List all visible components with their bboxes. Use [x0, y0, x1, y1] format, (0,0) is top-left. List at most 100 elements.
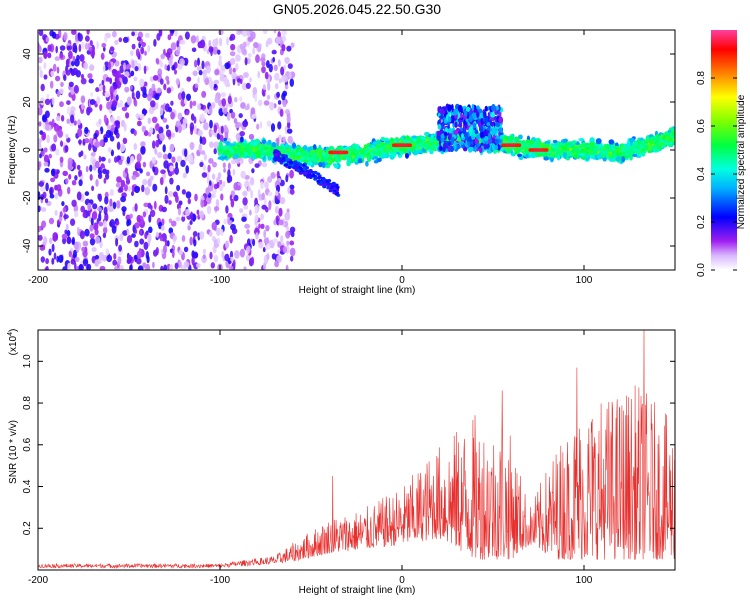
noise-blob — [141, 184, 145, 193]
bump-blob — [470, 146, 474, 151]
noise-blob — [233, 118, 238, 124]
noise-blob — [229, 57, 236, 65]
noise-blob — [51, 257, 55, 265]
noise-blob — [280, 76, 285, 83]
ridge-blob — [583, 144, 587, 149]
noise-blob — [135, 113, 140, 119]
noise-blob — [266, 120, 272, 127]
noise-blob — [262, 91, 266, 97]
noise-blob — [126, 96, 132, 106]
noise-blob — [287, 135, 293, 144]
branch-blob — [320, 176, 325, 181]
noise-blob — [38, 225, 42, 233]
noise-blob — [169, 143, 175, 153]
bump-blob — [490, 121, 495, 127]
noise-blob — [159, 236, 164, 242]
ridge-core-blob — [233, 147, 239, 152]
noise-blob — [286, 128, 293, 134]
noise-blob — [39, 153, 42, 159]
ridge-blob — [265, 141, 269, 145]
noise-blob — [192, 70, 198, 77]
noise-blob — [159, 177, 164, 186]
noise-blob — [68, 173, 72, 180]
noise-blob — [170, 100, 174, 106]
noise-blob — [159, 78, 164, 85]
noise-blob — [216, 176, 220, 183]
ridge-core-blob — [359, 153, 364, 157]
noise-blob — [232, 67, 236, 73]
noise-blob — [165, 124, 169, 130]
branch-blob — [313, 170, 318, 175]
ridge-blob — [609, 157, 614, 162]
noise-blob — [139, 113, 145, 120]
noise-blob — [227, 95, 232, 105]
noise-blob — [107, 62, 112, 70]
noise-blob — [215, 199, 220, 208]
noise-blob — [113, 253, 117, 260]
noise-blob — [142, 211, 147, 218]
bump-blob — [495, 122, 501, 128]
noise-blob — [198, 70, 203, 76]
ridge-blob — [351, 143, 358, 150]
bump-blob — [463, 110, 468, 117]
noise-blob — [203, 122, 209, 131]
ridge-blob — [608, 139, 615, 145]
noise-blob — [214, 69, 220, 76]
noise-blob — [231, 190, 236, 198]
branch-blob — [334, 192, 339, 196]
noise-blob — [228, 67, 233, 75]
noise-blob — [191, 256, 195, 266]
noise-blob — [110, 124, 115, 133]
ridge-blob — [615, 142, 619, 146]
noise-blob — [212, 187, 217, 195]
noise-blob — [116, 141, 121, 150]
noise-blob — [56, 91, 61, 97]
noise-blob — [191, 47, 197, 53]
noise-blob — [90, 92, 93, 97]
ridge-core-blob — [590, 151, 596, 155]
ridge-core-blob — [411, 142, 417, 147]
noise-blob — [171, 249, 175, 259]
noise-blob — [71, 180, 77, 186]
noise-blob — [239, 43, 243, 50]
noise-blob — [101, 79, 105, 86]
noise-blob — [110, 116, 115, 124]
noise-blob — [270, 172, 276, 179]
noise-blob — [197, 57, 200, 66]
noise-blob — [151, 83, 156, 92]
noise-blob — [268, 63, 273, 73]
noise-blob — [281, 35, 286, 42]
noise-blob — [135, 172, 140, 178]
noise-blob — [84, 138, 90, 144]
noise-blob — [220, 125, 224, 134]
ridge-core-blob — [428, 138, 433, 142]
noise-blob — [119, 99, 124, 108]
noise-blob — [220, 64, 226, 74]
noise-blob — [55, 148, 60, 156]
noise-blob — [100, 156, 106, 162]
bump-blob — [439, 115, 444, 120]
noise-blob — [89, 233, 95, 239]
ridge-core-blob — [348, 155, 353, 159]
ridge-blob — [389, 137, 395, 144]
ridge-blob — [629, 154, 633, 161]
noise-blob — [198, 143, 203, 153]
noise-blob — [99, 139, 104, 147]
noise-blob — [61, 201, 65, 207]
noise-blob — [222, 162, 226, 169]
branch-blob — [289, 160, 294, 164]
noise-blob — [165, 129, 172, 138]
bump-blob — [437, 106, 441, 113]
noise-blob — [104, 91, 110, 98]
noise-blob — [68, 250, 73, 258]
noise-blob — [103, 46, 106, 52]
bump-blob — [464, 133, 469, 141]
noise-blob — [78, 264, 84, 270]
ridge-blob — [632, 153, 638, 157]
figure-title: GN05.2026.045.22.50.G30 — [273, 1, 441, 17]
noise-blob — [139, 78, 145, 88]
noise-blob — [125, 112, 130, 119]
noise-blob — [147, 202, 152, 209]
noise-blob — [97, 206, 102, 212]
noise-blob — [209, 119, 213, 129]
